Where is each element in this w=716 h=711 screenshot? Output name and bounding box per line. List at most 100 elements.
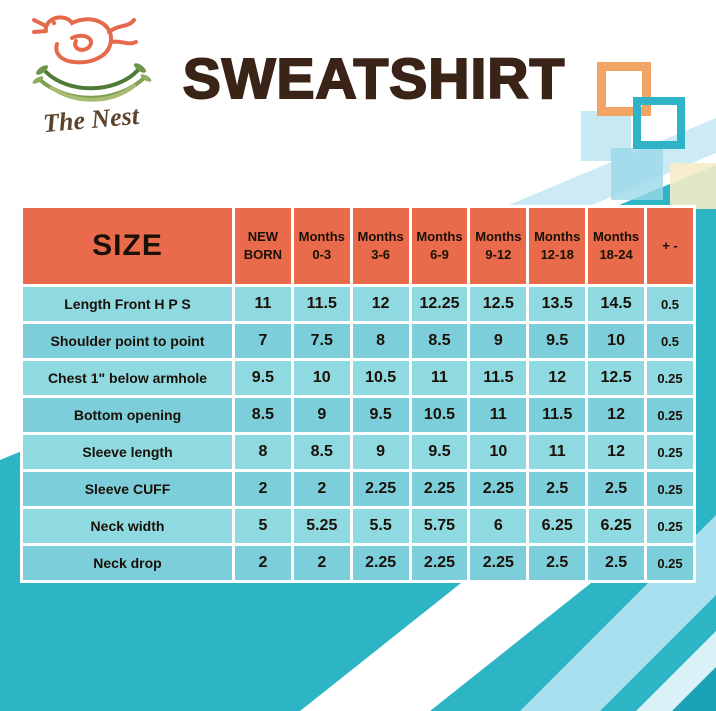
size-value-cell: 0.25	[647, 472, 693, 506]
column-header-line2: 3-6	[371, 247, 391, 262]
column-header-line1: Months	[416, 229, 463, 245]
size-value-cell: 13.5	[529, 287, 586, 321]
size-value-cell: 12.5	[470, 287, 527, 321]
column-header: NEW BORN	[235, 208, 291, 284]
size-value-cell: 5	[235, 509, 291, 543]
column-header: Months 18-24	[588, 208, 644, 284]
column-header: Months 0-3	[293, 208, 350, 284]
size-value-cell: 11	[411, 361, 468, 395]
column-header-line1: Months	[357, 229, 404, 245]
column-header-line1: Months	[534, 229, 581, 245]
size-value-cell: 8.5	[293, 435, 350, 469]
page-title: SWEATSHIRT	[182, 47, 566, 111]
size-value-cell: 2.5	[529, 472, 586, 506]
size-value-cell: 8.5	[235, 398, 291, 432]
column-header-line2: 12-18	[540, 247, 574, 262]
column-header-line2: 18-24	[599, 247, 633, 262]
size-value-cell: 2.25	[411, 472, 468, 506]
size-value-cell: 5.5	[352, 509, 409, 543]
column-header-line2: 6-9	[430, 247, 449, 262]
size-value-cell: 2	[293, 546, 350, 580]
size-value-cell: 12.25	[411, 287, 468, 321]
size-value-cell: 11.5	[470, 361, 527, 395]
size-value-cell: 2.25	[470, 546, 527, 580]
size-value-cell: 10	[470, 435, 527, 469]
column-header-line1: Months	[475, 229, 522, 245]
row-label: Length Front H P S	[23, 287, 232, 321]
size-value-cell: 8.5	[411, 324, 468, 358]
size-value-cell: 10.5	[411, 398, 468, 432]
size-value-cell: 11.5	[529, 398, 586, 432]
size-value-cell: 5.75	[411, 509, 468, 543]
row-label: Bottom opening	[23, 398, 232, 432]
size-value-cell: 0.25	[647, 546, 693, 580]
column-header-line2: 0-3	[312, 247, 332, 262]
brand-logo: The Nest	[12, 6, 170, 138]
row-label: Neck drop	[23, 546, 232, 580]
column-header: Months 9-12	[470, 208, 527, 284]
size-value-cell: 10.5	[352, 361, 409, 395]
size-value-cell: 12	[352, 287, 409, 321]
size-value-cell: 9	[470, 324, 527, 358]
size-value-cell: 2.25	[411, 546, 468, 580]
row-label: Chest 1" below armhole	[23, 361, 232, 395]
size-value-cell: 0.5	[647, 287, 693, 321]
size-value-cell: 0.25	[647, 435, 693, 469]
column-header-line1: Months	[298, 229, 345, 245]
size-value-cell: 6.25	[588, 509, 644, 543]
decor-square-cream	[670, 163, 716, 209]
size-value-cell: 8	[352, 324, 409, 358]
size-value-cell: 6	[470, 509, 527, 543]
size-value-cell: 6.25	[529, 509, 586, 543]
size-value-cell: 12	[588, 398, 644, 432]
size-value-cell: 12	[588, 435, 644, 469]
size-value-cell: 12	[529, 361, 586, 395]
size-value-cell: 2	[235, 546, 291, 580]
size-value-cell: 9.5	[529, 324, 586, 358]
size-value-cell: 11	[470, 398, 527, 432]
size-value-cell: 2.5	[588, 546, 644, 580]
column-header-line2: 9-12	[485, 247, 512, 262]
size-value-cell: 8	[235, 435, 291, 469]
size-value-cell: 14.5	[588, 287, 644, 321]
size-value-cell: 0.25	[647, 361, 693, 395]
column-header: Months 6-9	[411, 208, 468, 284]
nest-bird-logo-icon	[32, 15, 152, 102]
size-value-cell: 9	[293, 398, 350, 432]
size-value-cell: 2	[235, 472, 291, 506]
size-value-cell: 9	[352, 435, 409, 469]
row-label: Sleeve length	[23, 435, 232, 469]
size-value-cell: 9.5	[235, 361, 291, 395]
size-value-cell: 2.5	[588, 472, 644, 506]
size-value-cell: 10	[588, 324, 644, 358]
column-header-line1: Months	[592, 229, 640, 245]
size-value-cell: 7.5	[293, 324, 350, 358]
size-value-cell: 9.5	[411, 435, 468, 469]
size-value-cell: 11	[235, 287, 291, 321]
row-label: Neck width	[23, 509, 232, 543]
decor-square-blue-2	[611, 148, 663, 200]
size-value-cell: 12.5	[588, 361, 644, 395]
size-value-cell: 0.25	[647, 398, 693, 432]
size-value-cell: 9.5	[352, 398, 409, 432]
size-value-cell: 11	[529, 435, 586, 469]
size-value-cell: 11.5	[293, 287, 350, 321]
size-value-cell: 2.25	[470, 472, 527, 506]
size-value-cell: 5.25	[293, 509, 350, 543]
size-value-cell: 2	[293, 472, 350, 506]
row-label: Shoulder point to point	[23, 324, 232, 358]
size-value-cell: 2.25	[352, 472, 409, 506]
size-value-cell: 7	[235, 324, 291, 358]
size-table: SIZE NEW BORN Months 0-3 Months 3-6 Months 6-9 Mo…	[20, 205, 696, 583]
size-value-cell: 2.5	[529, 546, 586, 580]
size-value-cell: 2.25	[352, 546, 409, 580]
decor-square-orange-outline	[597, 62, 651, 116]
row-label: Sleeve CUFF	[23, 472, 232, 506]
column-header: Months 12-18	[529, 208, 586, 284]
column-header-line2: BORN	[243, 247, 283, 262]
size-value-cell: 10	[293, 361, 350, 395]
column-header-line1: + -	[662, 238, 678, 254]
decor-square-teal-outline	[633, 97, 685, 149]
size-header-cell: SIZE	[23, 208, 232, 284]
